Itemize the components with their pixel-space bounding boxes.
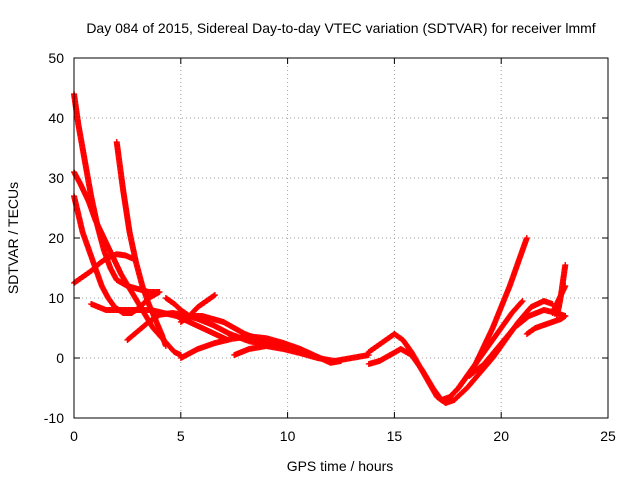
y-tick-label: 50 [48,50,64,66]
data-point-marker [162,343,169,349]
y-tick-label: 20 [48,230,64,246]
x-axis-label: GPS time / hours [287,458,394,474]
data-point-marker [562,262,569,268]
series-arc-k [231,343,372,364]
data-points [71,91,569,406]
data-point-marker [518,298,525,305]
grid-lines [74,58,608,418]
y-tick-label: 40 [48,110,64,126]
y-axis-label: SDTVAR / TECUs [5,182,21,294]
y-tick-label: -10 [44,410,64,426]
plot-border [73,57,609,419]
data-point-marker [211,292,218,298]
series-arc-l [365,331,458,406]
chart-title: Day 084 of 2015, Sidereal Day-to-day VTE… [86,20,595,36]
data-point-marker [523,235,530,241]
series-arc-t [549,283,569,316]
x-tick-label: 0 [70,428,78,444]
y-tick-label: 0 [56,350,64,366]
x-tick-label: 15 [387,428,403,444]
data-point-marker [562,283,569,289]
y-tick-label: 10 [48,290,64,306]
x-tick-label: 10 [280,428,296,444]
x-tick-label: 25 [600,428,616,444]
series-arc-o [446,298,526,400]
tick-labels: 0 5 10 15 20 25 -10 0 10 20 30 40 50 [44,50,616,444]
y-tick-label: 30 [48,170,64,186]
data-point-marker [156,289,163,295]
x-tick-label: 5 [177,428,185,444]
data-point-marker [519,298,526,304]
data-point-marker [211,292,218,299]
series-arc-q [466,307,569,379]
data-point-marker [562,313,569,319]
x-tick-label: 20 [493,428,509,444]
series-arc-h [177,292,218,325]
series-arc-r [523,313,569,337]
